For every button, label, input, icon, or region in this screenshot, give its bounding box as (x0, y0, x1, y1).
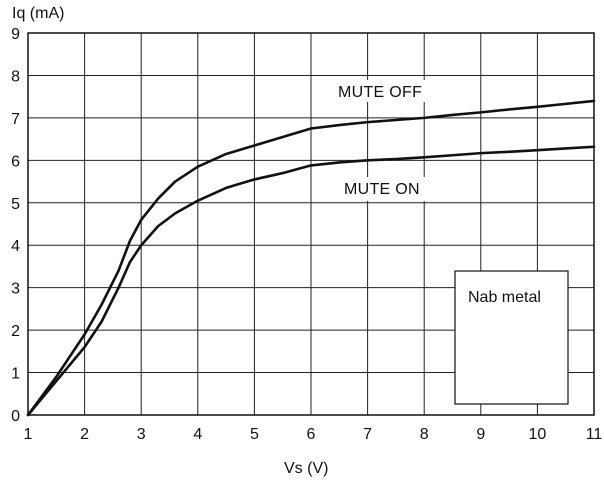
x-tick-label: 3 (137, 426, 146, 443)
x-tick-label: 6 (307, 426, 316, 443)
y-tick-label: 2 (11, 323, 20, 340)
annotation-mute-off: MUTE OFF (338, 84, 422, 101)
y-tick-label: 7 (11, 111, 20, 128)
x-tick-label: 4 (193, 426, 202, 443)
y-tick-labels: 0 1 2 3 4 5 6 7 8 9 (11, 26, 20, 425)
plot-frame (27, 32, 595, 416)
x-tick-labels: 1 2 3 4 5 6 7 8 9 10 11 (24, 426, 603, 443)
x-tick-label: 10 (529, 426, 547, 443)
x-tick-label: 9 (476, 426, 485, 443)
y-tick-label: 0 (11, 408, 20, 425)
x-tick-label: 1 (24, 426, 33, 443)
y-tick-label: 1 (11, 366, 20, 383)
annotation-mute-on-bg (338, 177, 438, 201)
series-line-mute-off (26, 99, 596, 417)
legend-box (454, 270, 569, 405)
y-tick-label: 8 (11, 68, 20, 85)
x-tick-label: 11 (586, 426, 603, 443)
series-lines (26, 99, 596, 417)
y-tick-label: 5 (11, 196, 20, 213)
y-tick-label: 9 (11, 26, 20, 43)
y-axis-label: Iq (mA) (12, 5, 64, 22)
annotation-mute-on: MUTE ON (344, 181, 420, 198)
x-tick-label: 5 (250, 426, 259, 443)
y-tick-label: 4 (11, 238, 20, 255)
x-axis-label: Vs (V) (284, 460, 328, 477)
series-line-mute-on (26, 145, 596, 417)
y-tick-label: 6 (11, 153, 20, 170)
annotation-mute-off-bg (333, 80, 443, 102)
legend-box-text: Nab metal (468, 289, 541, 306)
x-tick-label: 2 (80, 426, 89, 443)
x-tick-label: 7 (363, 426, 372, 443)
y-tick-label: 3 (11, 281, 20, 298)
x-tick-label: 8 (420, 426, 429, 443)
